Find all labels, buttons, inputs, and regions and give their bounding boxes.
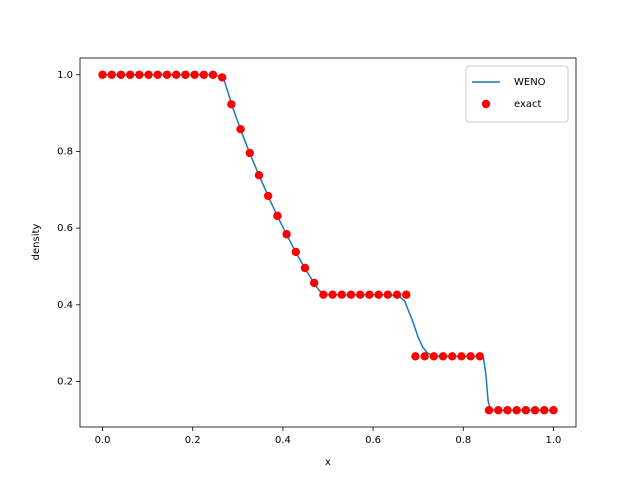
data-point bbox=[530, 406, 540, 415]
legend-label: WENO bbox=[514, 77, 546, 88]
data-point bbox=[245, 148, 254, 158]
data-point bbox=[429, 352, 439, 361]
data-point bbox=[116, 70, 126, 79]
data-point bbox=[346, 290, 356, 299]
data-point bbox=[494, 406, 503, 415]
data-point bbox=[199, 70, 208, 79]
data-point bbox=[291, 247, 301, 257]
data-point bbox=[457, 352, 466, 361]
data-point bbox=[181, 70, 190, 79]
data-point bbox=[282, 230, 291, 239]
data-point bbox=[420, 352, 429, 361]
data-point bbox=[171, 70, 181, 79]
data-point bbox=[98, 70, 107, 79]
data-point bbox=[236, 125, 245, 134]
data-point bbox=[227, 100, 236, 109]
data-point bbox=[466, 352, 475, 361]
data-point bbox=[273, 211, 282, 221]
data-point bbox=[521, 406, 531, 415]
legend-label: exact bbox=[514, 99, 542, 110]
x-tick-label: 1.0 bbox=[546, 435, 562, 446]
data-point bbox=[144, 70, 153, 79]
y-tick-label: 0.8 bbox=[57, 146, 73, 157]
data-point bbox=[438, 352, 448, 361]
legend-marker bbox=[481, 99, 491, 109]
data-point bbox=[365, 290, 374, 299]
data-point bbox=[125, 70, 135, 79]
data-point bbox=[411, 352, 420, 361]
y-tick-label: 1.0 bbox=[57, 70, 73, 81]
data-point bbox=[263, 191, 273, 201]
y-tick-label: 0.4 bbox=[57, 300, 73, 311]
data-point bbox=[392, 290, 402, 299]
x-tick-label: 0.8 bbox=[455, 435, 471, 446]
x-tick-label: 0.2 bbox=[185, 435, 201, 446]
data-point bbox=[328, 290, 337, 299]
data-point bbox=[153, 70, 162, 79]
data-point bbox=[484, 406, 494, 415]
x-tick-label: 0.4 bbox=[275, 435, 291, 446]
data-point bbox=[337, 290, 346, 299]
x-axis-label: x bbox=[325, 457, 331, 468]
x-tick-label: 0.0 bbox=[95, 435, 111, 446]
data-point bbox=[383, 290, 393, 299]
data-point bbox=[402, 290, 411, 299]
x-tick-label: 0.6 bbox=[365, 435, 381, 446]
data-point bbox=[319, 290, 328, 299]
y-tick-label: 0.6 bbox=[57, 223, 73, 234]
plot-frame bbox=[79, 57, 577, 428]
data-point bbox=[310, 278, 319, 288]
data-point bbox=[208, 70, 218, 79]
data-point bbox=[300, 263, 310, 273]
y-axis-label: density bbox=[31, 224, 42, 261]
legend-box bbox=[465, 65, 569, 123]
data-point bbox=[355, 290, 365, 299]
data-point bbox=[512, 406, 521, 415]
data-point bbox=[475, 352, 485, 361]
data-point bbox=[540, 406, 549, 415]
data-point bbox=[107, 70, 116, 79]
data-point bbox=[549, 406, 558, 415]
data-point bbox=[217, 73, 227, 82]
data-point bbox=[448, 352, 457, 361]
data-point bbox=[162, 70, 172, 79]
data-point bbox=[374, 290, 383, 299]
data-point bbox=[135, 70, 144, 79]
y-tick-label: 0.2 bbox=[57, 376, 73, 387]
data-point bbox=[254, 171, 264, 180]
data-point bbox=[503, 406, 512, 415]
data-point bbox=[190, 70, 199, 79]
